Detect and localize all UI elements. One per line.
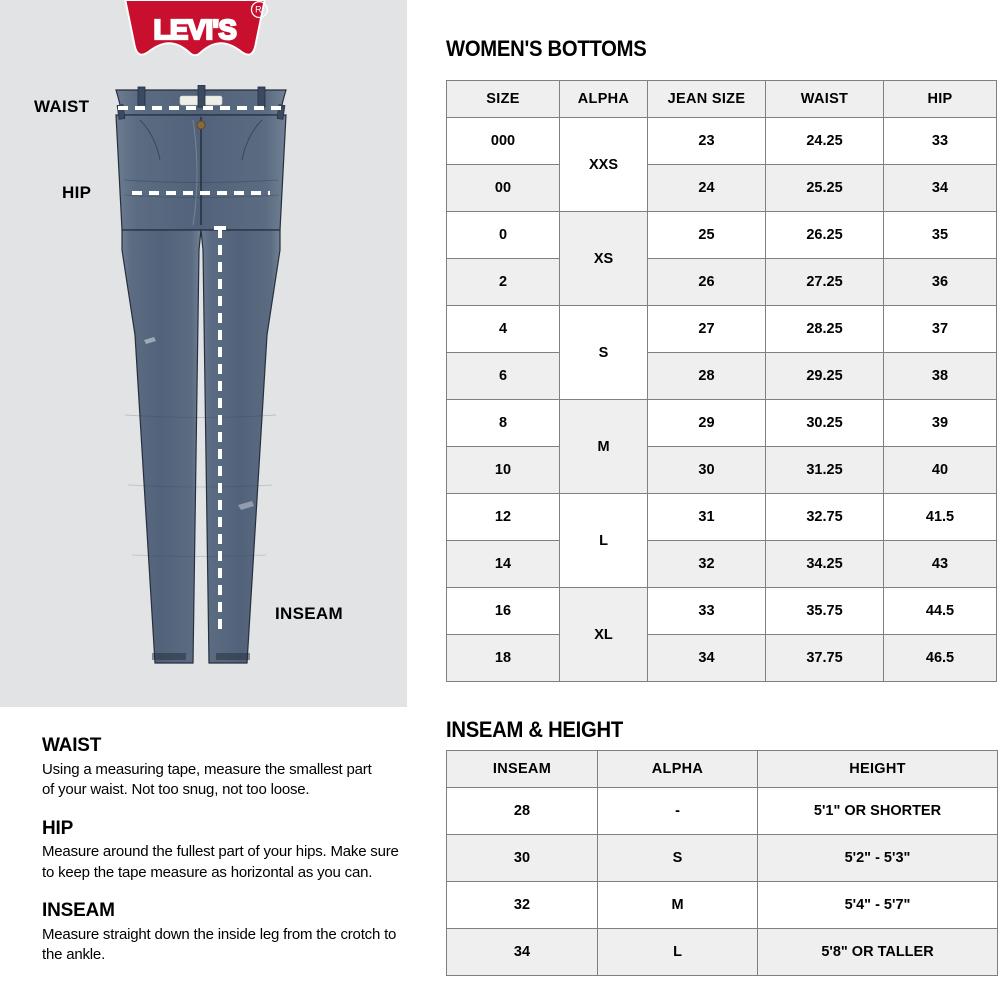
svg-text:LEVI'S: LEVI'S	[154, 14, 237, 45]
svg-text:R: R	[255, 5, 262, 15]
